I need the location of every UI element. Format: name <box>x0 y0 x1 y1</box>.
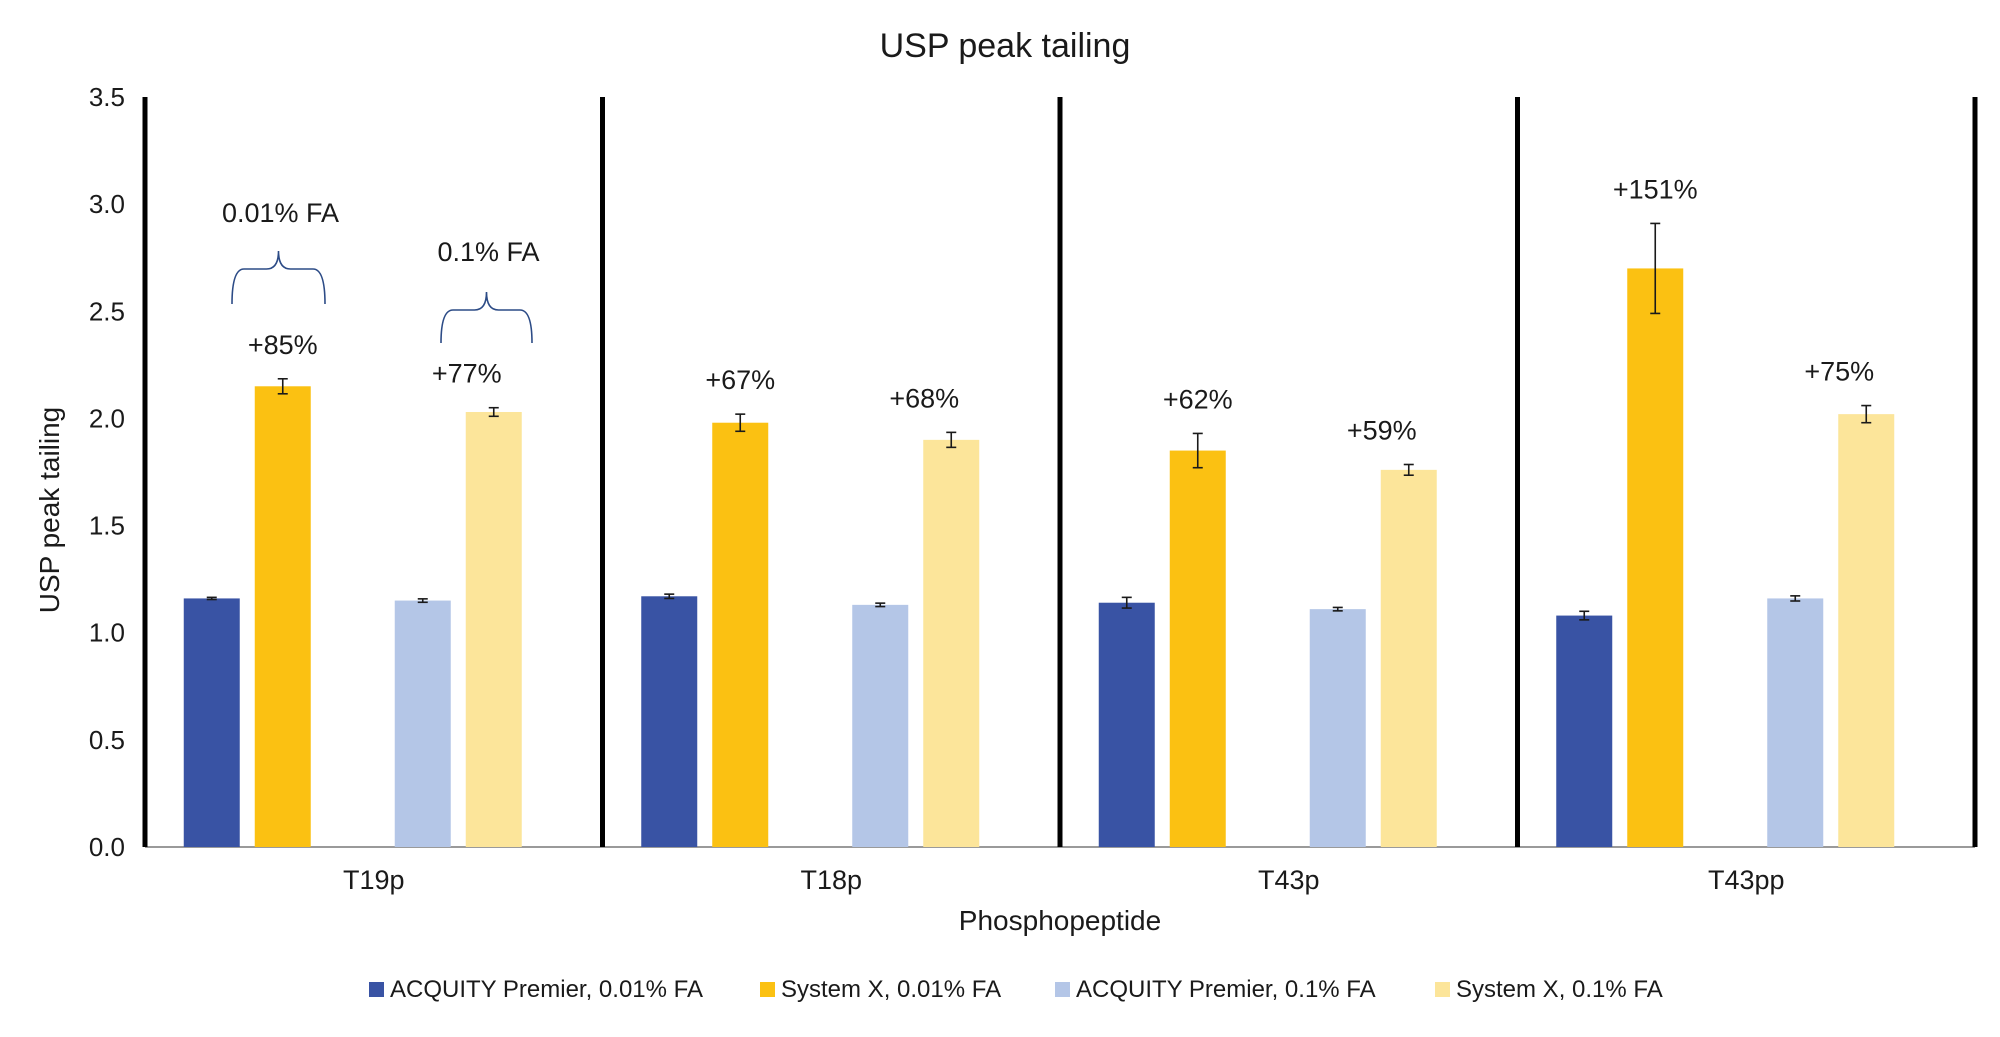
bracket <box>231 250 326 305</box>
x-tick-label: T43p <box>1258 865 1320 895</box>
legend-label: System X, 0.01% FA <box>781 976 1001 1003</box>
data-label: +59% <box>1347 416 1417 446</box>
bar <box>852 604 909 847</box>
y-axis-label: USP peak tailing <box>34 407 65 614</box>
y-tick-label: 1.0 <box>89 618 125 648</box>
legend-swatch <box>760 982 775 997</box>
data-label: +62% <box>1163 384 1233 414</box>
x-axis-label: Phosphopeptide <box>959 905 1161 936</box>
y-tick-label: 3.5 <box>89 82 125 112</box>
plot-area: 0.0 0.5 1.0 1.5 2.0 2.5 3.0 3.5 T19p +85% +77% T18p… <box>89 82 1978 895</box>
legend-swatch <box>369 982 384 997</box>
x-tick-label: T43pp <box>1708 865 1785 895</box>
bar <box>1309 609 1366 847</box>
chart-title: USP peak tailing <box>880 27 1131 65</box>
data-label: +77% <box>432 359 502 389</box>
y-tick-label: 0.0 <box>89 832 125 862</box>
y-tick-label: 3.0 <box>89 189 125 219</box>
bar <box>465 412 522 847</box>
bar <box>641 596 698 847</box>
bar <box>1556 615 1613 847</box>
bar <box>1838 414 1895 847</box>
bar <box>1767 598 1824 847</box>
bar <box>183 598 240 847</box>
bar <box>712 422 769 847</box>
bar <box>923 439 980 847</box>
x-tick-label: T19p <box>343 865 405 895</box>
legend-label: ACQUITY Premier, 0.1% FA <box>1076 976 1376 1003</box>
y-tick-label: 0.5 <box>89 725 125 755</box>
x-tick-label: T18p <box>800 865 862 895</box>
bar <box>394 600 451 847</box>
data-label: +68% <box>889 383 959 413</box>
legend-swatch <box>1055 982 1070 997</box>
legend-label: System X, 0.1% FA <box>1456 976 1663 1003</box>
bracket-label: 0.01% FA <box>222 198 339 228</box>
bar <box>1380 469 1437 847</box>
legend-label: ACQUITY Premier, 0.01% FA <box>390 976 703 1003</box>
y-tick-label: 2.5 <box>89 296 125 326</box>
bar <box>1627 268 1684 847</box>
data-label: +75% <box>1804 357 1874 387</box>
bracket-label: 0.1% FA <box>437 237 539 267</box>
bar <box>1098 602 1155 847</box>
bar <box>1169 450 1226 847</box>
y-tick-label: 1.5 <box>89 511 125 541</box>
bracket <box>440 291 533 344</box>
data-label: +67% <box>705 365 775 395</box>
y-tick-label: 2.0 <box>89 403 125 433</box>
data-label: +85% <box>248 330 318 360</box>
bar <box>254 386 311 847</box>
legend-swatch <box>1435 982 1450 997</box>
legend: ACQUITY Premier, 0.01% FA System X, 0.01%… <box>369 976 1663 1003</box>
data-label: +151% <box>1613 174 1698 204</box>
